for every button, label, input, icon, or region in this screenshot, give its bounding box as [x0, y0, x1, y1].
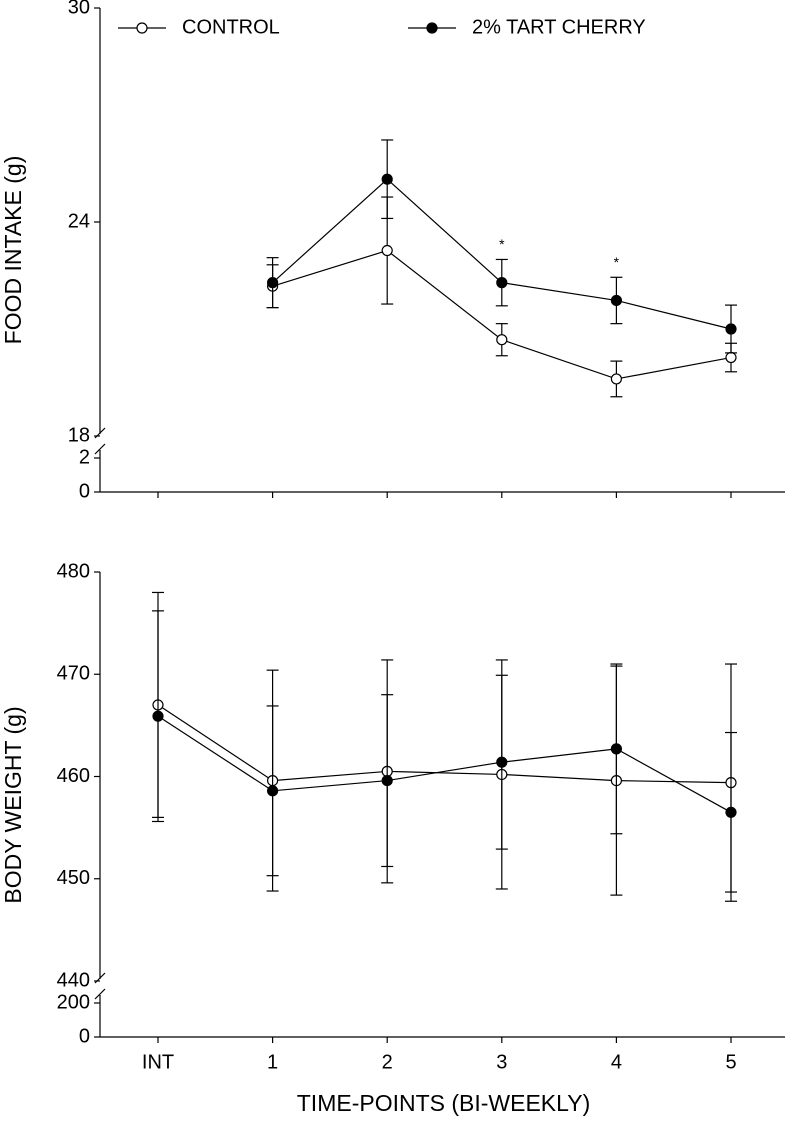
significance-marker: * — [499, 236, 505, 252]
marker — [381, 173, 393, 185]
x-tick-label: 2 — [382, 1051, 393, 1073]
marker — [496, 334, 508, 346]
marker — [496, 756, 508, 768]
legend-marker — [426, 22, 438, 34]
y-axis-title: FOOD INTAKE (g) — [0, 156, 26, 345]
x-tick-label: INT — [142, 1051, 174, 1073]
x-axis-title: TIME-POINTS (BI-WEEKLY) — [297, 1090, 590, 1116]
significance-marker: * — [614, 254, 620, 270]
marker — [152, 710, 164, 722]
marker — [496, 277, 508, 289]
y-tick-label: 440 — [57, 969, 90, 991]
axis-break — [94, 988, 106, 1000]
marker — [725, 323, 737, 335]
legend-marker — [136, 22, 148, 34]
y-tick-label: 30 — [68, 0, 90, 18]
series-line — [157, 715, 732, 813]
x-tick-label: 4 — [611, 1051, 622, 1073]
marker — [610, 294, 623, 307]
y-tick-label: 450 — [57, 867, 90, 889]
marker — [381, 774, 393, 787]
y-axis-title: BODY WEIGHT (g) — [0, 706, 26, 903]
x-tick-label: 1 — [267, 1051, 278, 1073]
y-tick-label: 24 — [68, 210, 90, 232]
legend-label: CONTROL — [182, 16, 280, 38]
marker — [267, 785, 279, 797]
axis-break — [94, 443, 106, 455]
series-line — [157, 704, 732, 784]
y-tick-label: 480 — [57, 560, 90, 582]
marker — [725, 351, 737, 364]
y-tick-label: 460 — [57, 765, 90, 787]
y-tick-label: 2 — [79, 446, 90, 468]
y-tick-label: 18 — [68, 424, 90, 446]
marker — [610, 373, 623, 385]
marker — [267, 277, 279, 289]
marker — [610, 743, 623, 755]
y-tick-label: 0 — [79, 480, 90, 502]
y-tick-label: 200 — [57, 991, 90, 1013]
marker — [381, 244, 393, 257]
legend-label: 2% TART CHERRY — [472, 16, 646, 38]
x-tick-label: 5 — [725, 1051, 736, 1073]
y-tick-label: 0 — [79, 1025, 90, 1047]
marker — [725, 806, 737, 818]
series-line — [272, 178, 732, 330]
x-tick-label: 3 — [496, 1051, 507, 1073]
y-tick-label: 470 — [57, 663, 90, 685]
